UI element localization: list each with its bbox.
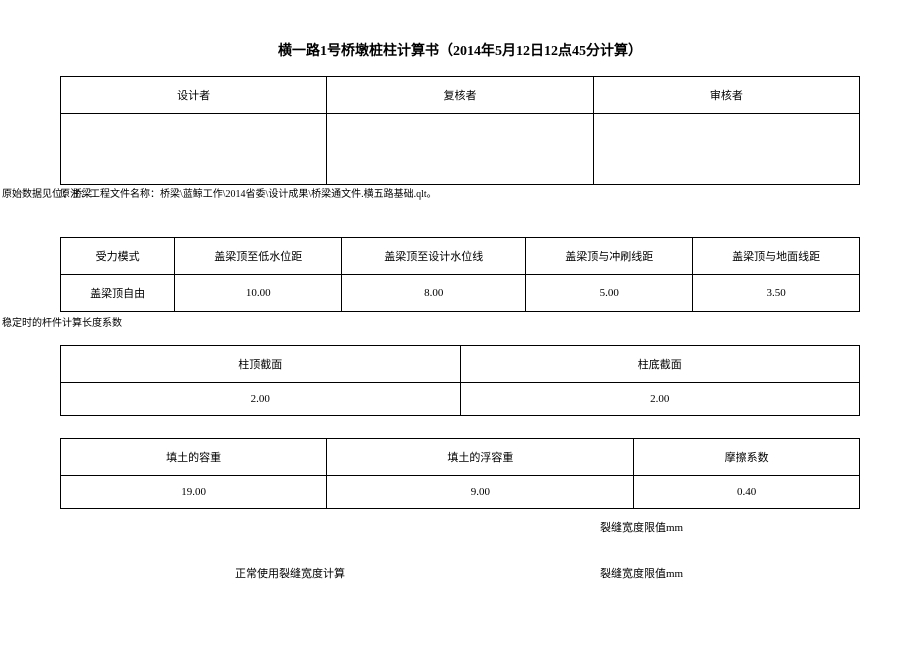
crack-limit-1: 裂缝宽度限值mm <box>420 519 860 535</box>
reviewer-label: 复核者 <box>327 77 593 114</box>
crack-empty-1 <box>60 519 420 535</box>
crack-limit-2: 裂缝宽度限值mm <box>420 565 860 581</box>
t2-h1: 柱底截面 <box>460 346 860 383</box>
crack-calc-label: 正常使用裂缝宽度计算 <box>60 565 420 581</box>
t3-h0: 填土的容重 <box>61 439 327 476</box>
t3-h2: 摩擦系数 <box>634 439 860 476</box>
t1-r2: 8.00 <box>342 275 526 312</box>
t2-h0: 柱顶截面 <box>61 346 461 383</box>
signers-table: 设计者 复核者 审核者 <box>60 76 860 185</box>
t1-h1: 盖梁顶至低水位距 <box>175 238 342 275</box>
t1-r1: 10.00 <box>175 275 342 312</box>
section-table: 柱顶截面 柱底截面 2.00 2.00 <box>60 345 860 416</box>
t1-r4: 3.50 <box>693 275 860 312</box>
force-mode-table: 受力模式 盖梁顶至低水位距 盖梁顶至设计水位线 盖梁顶与冲刷线距 盖梁顶与地面线… <box>60 237 860 312</box>
reviewer-value <box>327 114 593 185</box>
note-file-text: 原注：工程文件名称：桥梁\蓝鲸工作\2014省委\设计成果\桥梁通文件.横五路基… <box>60 189 437 200</box>
t3-r1: 9.00 <box>327 476 634 509</box>
t3-r0: 19.00 <box>61 476 327 509</box>
approver-label: 审核者 <box>593 77 859 114</box>
stability-caption: 稳定时的杆件计算长度系数 <box>2 314 860 329</box>
t1-h4: 盖梁顶与地面线距 <box>693 238 860 275</box>
page-title: 横一路1号桥墩桩柱计算书（2014年5月12日12点45分计算） <box>60 40 860 60</box>
t3-h1: 填土的浮容重 <box>327 439 634 476</box>
designer-value <box>61 114 327 185</box>
t1-r3: 5.00 <box>526 275 693 312</box>
t1-h3: 盖梁顶与冲刷线距 <box>526 238 693 275</box>
t2-r0: 2.00 <box>61 383 461 416</box>
t1-r0: 盖梁顶自由 <box>61 275 175 312</box>
approver-value <box>593 114 859 185</box>
t3-r2: 0.40 <box>634 476 860 509</box>
note-overlap-text: 原始数据见位：桥梁 <box>2 189 92 201</box>
t2-r1: 2.00 <box>460 383 860 416</box>
t1-h0: 受力模式 <box>61 238 175 275</box>
designer-label: 设计者 <box>61 77 327 114</box>
t1-h2: 盖梁顶至设计水位线 <box>342 238 526 275</box>
soil-table: 填土的容重 填土的浮容重 摩擦系数 19.00 9.00 0.40 <box>60 438 860 509</box>
